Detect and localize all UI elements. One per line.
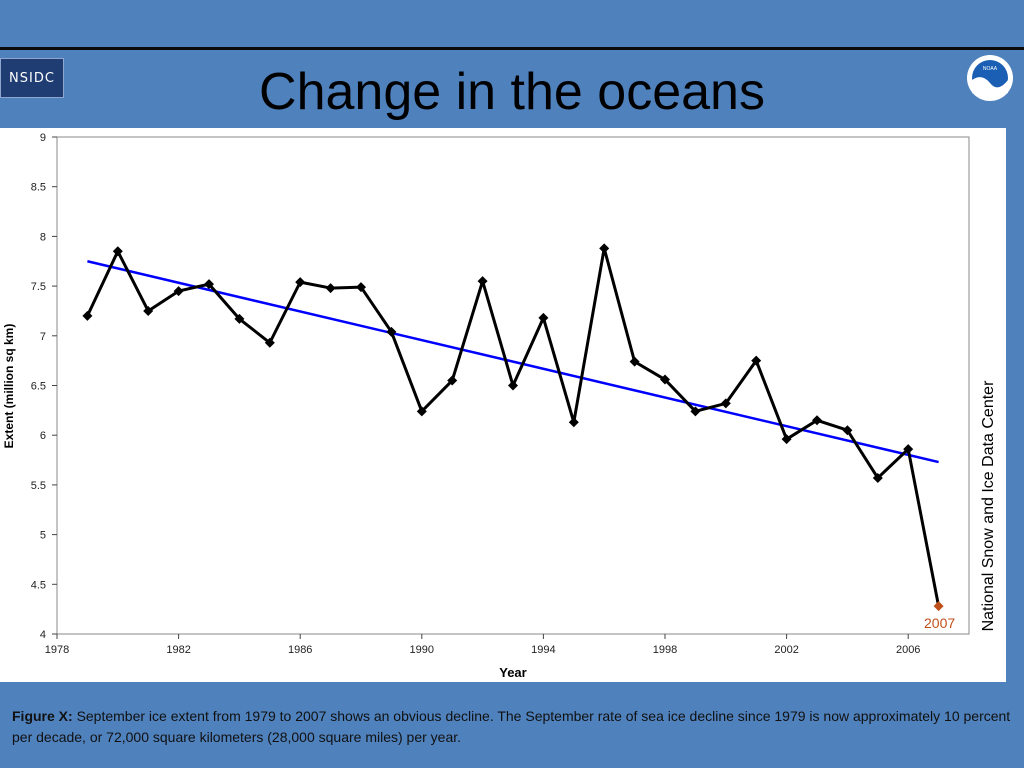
figure-caption: Figure X: September ice extent from 1979… — [12, 706, 1012, 748]
data-point — [629, 356, 640, 367]
data-point — [234, 313, 245, 324]
y-axis: 4 4.5 5 5.5 6 6.5 7 7.5 8 8.5 9 — [31, 132, 57, 641]
ice-extent-chart: 44.555.566.577.588.59 1978 1982 1986 1990 19… — [2, 132, 997, 680]
x-axis-label: Year — [499, 665, 526, 680]
chart-panel: 4 4.5 5 5.5 6 6.5 7 7.5 8 8.5 9 1978 1982 1986 1990 19… — [0, 128, 1006, 682]
data-point — [872, 472, 883, 483]
data-point — [386, 326, 397, 337]
x-tick-label: 2006 — [896, 644, 920, 656]
data-point — [660, 374, 670, 385]
series-layer: 2007 — [82, 243, 955, 631]
data-point — [812, 415, 822, 426]
title-rule — [0, 47, 1024, 50]
data-point — [416, 406, 427, 417]
y-tick-label: 7 — [40, 331, 46, 343]
trend-line — [87, 260, 939, 464]
y-tick-label: 7.5 — [31, 281, 46, 293]
x-tick-label: 1990 — [410, 644, 434, 656]
y-tick-label: 5 — [40, 530, 46, 542]
x-tick-label: 1982 — [166, 644, 190, 656]
data-point — [599, 243, 610, 254]
y-tick-label: 9 — [40, 132, 46, 144]
y-tick-label: 8.5 — [31, 182, 46, 194]
data-point — [325, 283, 336, 294]
x-tick-label: 2002 — [774, 644, 798, 656]
x-tick-label: 1998 — [653, 644, 677, 656]
data-point — [173, 286, 184, 297]
data-point — [690, 406, 701, 417]
data-point — [720, 398, 731, 409]
caption-body: September ice extent from 1979 to 2007 s… — [12, 708, 1011, 745]
annotation-label: 2007 — [924, 615, 955, 631]
x-tick-label: 1978 — [45, 644, 69, 656]
x-tick-label: 1994 — [531, 644, 555, 656]
nsidc-logo: NSIDC — [0, 58, 64, 98]
data-point — [112, 246, 123, 257]
data-point — [447, 375, 458, 386]
y-tick-label: 5.5 — [31, 480, 46, 492]
noaa-logo-text: NOAA — [983, 66, 998, 72]
data-point — [842, 425, 853, 436]
y-tick-label: 6.5 — [31, 381, 46, 393]
nsidc-logo-text: NSIDC — [9, 70, 55, 86]
data-point — [508, 380, 518, 391]
source-label: National Snow and Ice Data Center — [980, 380, 997, 631]
y-axis-label: Extent (million sq km) — [2, 324, 16, 449]
highlight-point — [933, 601, 944, 612]
noaa-logo: NOAA — [967, 55, 1013, 101]
y-tick-label: 4.5 — [31, 579, 46, 591]
x-axis: 1978 1982 1986 1990 1994 1998 2002 2006 — [45, 634, 920, 656]
data-point — [477, 276, 488, 287]
y-tick-label: 6 — [40, 430, 46, 442]
slide-title: Change in the oceans — [259, 63, 765, 121]
data-point — [781, 434, 792, 445]
x-tick-label: 1986 — [288, 644, 312, 656]
data-point — [264, 337, 275, 348]
y-tick-label: 4 — [40, 629, 46, 641]
data-point — [204, 279, 214, 290]
data-point — [143, 305, 154, 316]
data-point — [295, 277, 306, 288]
data-point — [82, 310, 93, 321]
data-point — [751, 355, 762, 366]
y-tick-label: 8 — [40, 231, 46, 243]
data-point — [538, 312, 549, 323]
data-point — [903, 444, 914, 455]
caption-lead: Figure X: — [12, 708, 73, 724]
data-point — [568, 417, 579, 428]
data-point — [356, 282, 366, 293]
